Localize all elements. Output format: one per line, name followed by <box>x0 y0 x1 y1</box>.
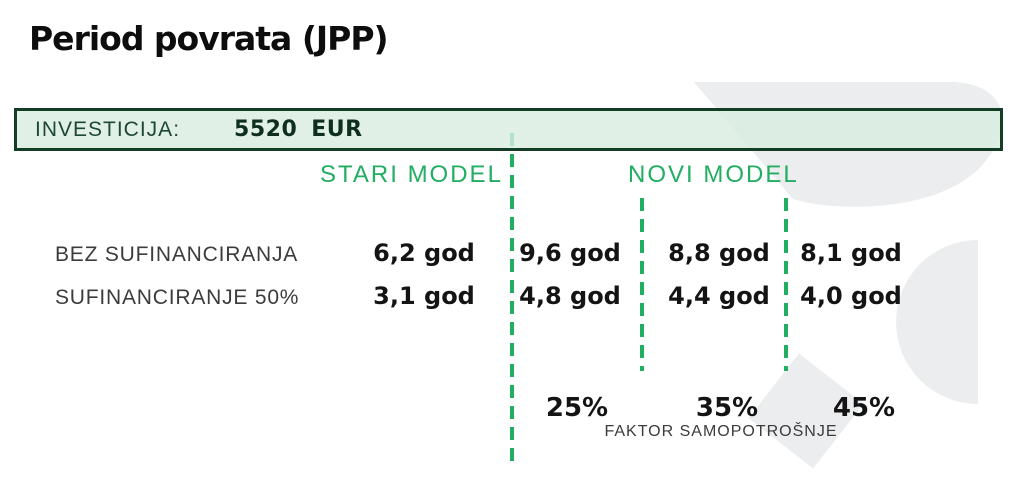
investment-amount: 5520 <box>234 117 298 142</box>
payback-value: 4,8 god <box>519 282 621 310</box>
investment-label: INVESTICIJA: <box>35 117 181 141</box>
payback-value: 8,1 god <box>800 239 902 267</box>
factor-value: 35% <box>695 393 759 423</box>
payback-value: 3,1 god <box>373 282 475 310</box>
slide-title: Period povrata (JPP) <box>29 19 389 58</box>
investment-amount-group: 5520 EUR <box>234 117 363 142</box>
payback-value: 8,8 god <box>668 239 770 267</box>
column-header-novi-model: NOVI MODEL <box>628 161 799 188</box>
investment-currency: EUR <box>311 117 363 142</box>
payback-value: 4,0 god <box>800 282 902 310</box>
payback-value: 9,6 god <box>519 239 621 267</box>
row-label-sufinanciranje-50: SUFINANCIRANJE 50% <box>55 286 300 309</box>
payback-value: 4,4 god <box>668 282 770 310</box>
decor-semicircle-shape <box>896 240 978 404</box>
investment-box: INVESTICIJA: 5520 EUR <box>14 108 1003 151</box>
factor-value: 45% <box>832 393 896 423</box>
payback-value: 6,2 god <box>373 239 475 267</box>
factor-caption: FAKTOR SAMOPOTROŠNJE <box>604 423 838 440</box>
row-label-bez-sufinanciranja: BEZ SUFINANCIRANJA <box>55 243 299 266</box>
column-header-stari-model: STARI MODEL <box>320 161 503 188</box>
decor-diamond-shape <box>748 353 864 469</box>
factor-value: 25% <box>545 393 609 423</box>
